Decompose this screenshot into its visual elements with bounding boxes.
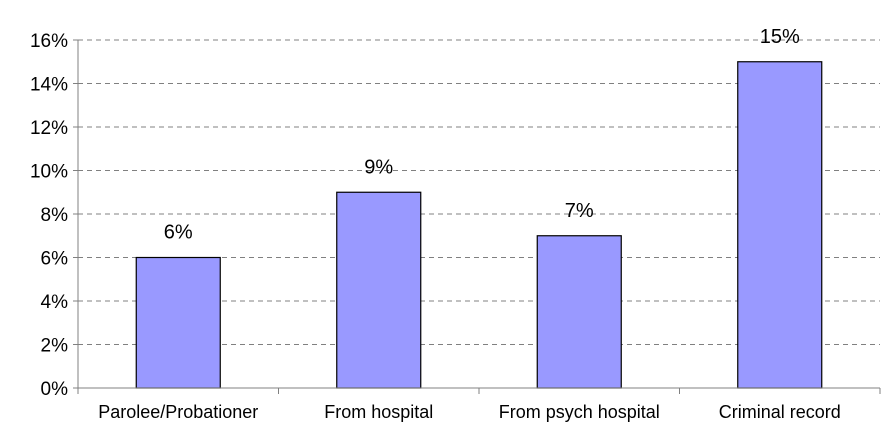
bar bbox=[135, 256, 221, 389]
bar bbox=[737, 61, 823, 389]
y-axis: 0% 2% 4% 6% 8% 10% 12% 14% 16% bbox=[30, 31, 79, 400]
x-tick-label: Criminal record bbox=[719, 402, 841, 422]
bar bbox=[536, 235, 622, 389]
data-labels: 6% 9% 7% 15% bbox=[164, 26, 800, 244]
y-tick-label: 0% bbox=[41, 379, 69, 400]
data-label: 7% bbox=[565, 200, 594, 222]
y-tick-label: 10% bbox=[30, 162, 68, 183]
y-tick-label: 14% bbox=[30, 75, 68, 96]
y-tick-label: 12% bbox=[30, 118, 68, 139]
y-tick-label: 2% bbox=[41, 336, 69, 357]
x-tick-label: From hospital bbox=[324, 402, 433, 422]
y-tick-label: 16% bbox=[30, 31, 68, 52]
y-tick-label: 6% bbox=[41, 249, 69, 270]
data-label: 9% bbox=[364, 156, 393, 178]
bar bbox=[336, 191, 422, 389]
data-label: 15% bbox=[760, 26, 800, 48]
y-tick-label: 4% bbox=[41, 292, 69, 313]
bars bbox=[135, 61, 823, 389]
y-tick-label: 8% bbox=[41, 205, 69, 226]
x-axis: Parolee/Probationer From hospital From psy… bbox=[77, 387, 881, 422]
x-tick-label: Parolee/Probationer bbox=[98, 402, 258, 422]
data-label: 6% bbox=[164, 222, 193, 244]
x-tick-label: From psych hospital bbox=[499, 402, 660, 422]
